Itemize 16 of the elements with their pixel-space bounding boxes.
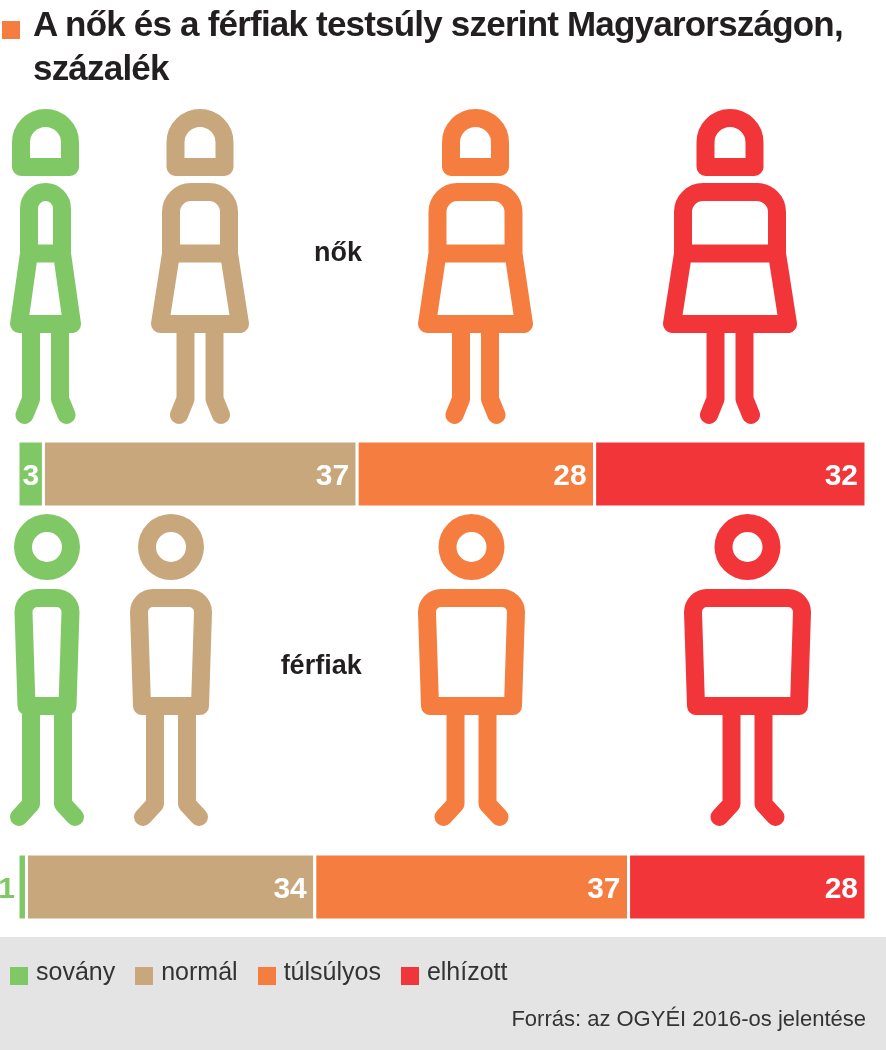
legend-label: túlsúlyos (283, 957, 381, 985)
y-tick-label: férfiak (280, 648, 362, 681)
data-label: 37 (315, 457, 350, 491)
data-label: 28 (824, 870, 858, 904)
data-label: 34 (273, 870, 308, 904)
data-label: 1 (0, 870, 15, 904)
legend-label: sovány (36, 957, 116, 985)
legend-label: elhízott (426, 957, 508, 985)
annotation: Forrás: az OGYÉI 2016-os jelentése (511, 1006, 866, 1032)
chart-title: A nők és a férfiak testsúly szerint Magyarországon, százalék (33, 3, 844, 89)
y-tick-label: nők (314, 235, 363, 268)
data-label: 3 (22, 457, 40, 491)
data-label: 37 (587, 870, 621, 904)
data-label: 32 (824, 457, 858, 491)
data-label: 28 (553, 457, 587, 491)
legend-label: normál (161, 957, 238, 985)
